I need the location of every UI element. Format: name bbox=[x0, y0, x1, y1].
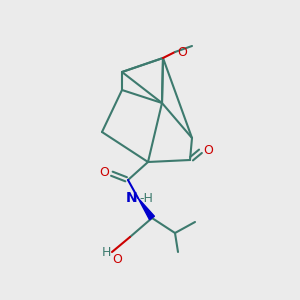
Text: -H: -H bbox=[139, 191, 153, 205]
Text: N: N bbox=[125, 191, 137, 205]
Text: H: H bbox=[102, 245, 111, 259]
Text: O: O bbox=[203, 143, 213, 157]
Text: O: O bbox=[99, 167, 109, 179]
Text: O: O bbox=[177, 46, 187, 59]
Polygon shape bbox=[138, 198, 154, 220]
Text: O: O bbox=[112, 253, 122, 266]
